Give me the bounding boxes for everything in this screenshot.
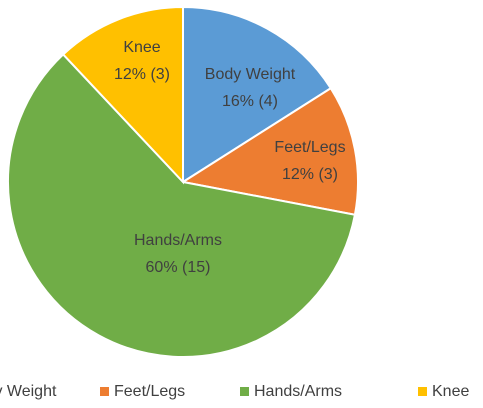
slice-label-name: Hands/Arms	[134, 232, 222, 249]
pie-slice	[7, 53, 357, 358]
legend-swatch	[100, 387, 109, 396]
slice-label-value: 12% (3)	[114, 66, 170, 83]
legend-label: Hands/Arms	[254, 383, 342, 400]
slice-label-name: Feet/Legs	[274, 139, 345, 156]
pie-slice	[182, 5, 333, 184]
pie-slice	[180, 86, 359, 216]
pie-slice	[61, 5, 184, 185]
slice-label-value: 16% (4)	[222, 93, 278, 110]
legend-label: Feet/Legs	[114, 383, 185, 400]
legend-swatch	[418, 387, 427, 396]
slice-label-name: Body Weight	[205, 66, 296, 83]
legend-label: Knee	[432, 383, 469, 400]
legend-swatch	[240, 387, 249, 396]
legend-label: Body Weight	[0, 383, 57, 400]
slice-label-name: Knee	[123, 39, 160, 56]
slice-label-value: 12% (3)	[282, 166, 338, 183]
slice-label-value: 60% (15)	[146, 259, 211, 276]
